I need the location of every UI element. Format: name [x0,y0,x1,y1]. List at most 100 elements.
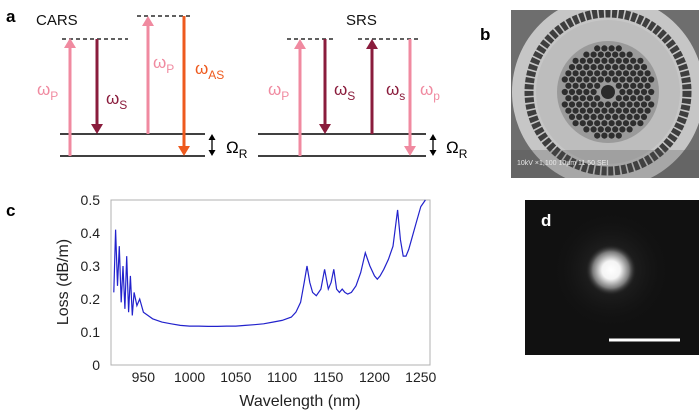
srs-stokes-arrowhead-1 [319,124,331,134]
cars-title: CARS [36,12,78,29]
y-tick-label: 0.3 [81,258,101,274]
lattice-hole [612,76,619,83]
srs-pump-arrowhead-2 [404,146,416,156]
sem-caption: 10kV ×1,100 10μm 11 50 SEI [517,160,608,167]
panel-b: b 10kV ×1,100 10μm 11 50 SEI [480,10,699,178]
lattice-hole [561,76,568,83]
fiber-outer-capillary-ring [524,10,692,176]
chart-ylabel: Loss (dB/m) [55,239,72,325]
lattice-hole [637,107,644,114]
lattice-hole [568,88,576,96]
lattice-hole [594,95,601,102]
panel-c: c 0 0.1 0.2 0.3 0.4 0.5 950 1000 1050 1100 1150 120… [6,192,437,410]
lattice-hole [630,95,637,102]
srs-omega-s1-label: ωS [334,80,355,103]
lattice-hole [608,70,615,77]
lattice-hole [612,113,619,120]
lattice-hole [594,82,601,89]
lattice-hole [586,82,594,89]
lattice-hole [568,113,576,120]
lattice-hole [626,64,633,71]
cars-omega-as-label: ωAS [195,59,224,82]
lattice-hole [622,107,630,114]
lattice-hole [608,132,615,139]
srs-omega-r-label: ΩR [446,138,468,161]
lattice-hole [576,113,583,120]
y-tick-label: 0 [92,357,100,373]
lattice-hole [568,76,576,83]
lattice-hole [590,113,597,120]
panel-a-label: a [6,7,16,26]
lattice-hole [594,70,601,77]
cars-omega-r-indicator [208,134,216,156]
x-tick-label: 950 [132,369,156,385]
lattice-hole [608,120,615,127]
lattice-hole [604,101,612,108]
lattice-hole [586,95,594,102]
lattice-hole [594,132,601,139]
cars-diagram: CARS ωP ωS ωP ωAS [36,12,248,161]
y-tick-label: 0.5 [81,192,101,208]
lattice-hole [590,88,597,96]
lattice-hole [630,57,637,64]
lattice-hole [583,126,590,133]
lattice-hole [626,126,633,133]
srs-omega-s2-label: ωs [386,80,405,103]
lattice-hole [640,113,648,120]
fiber-sem-image: 10kV ×1,100 10μm 11 50 SEI [511,10,699,178]
lattice-hole [568,64,576,71]
lattice-hole [622,120,630,127]
lattice-hole [604,113,612,120]
lattice-hole [622,95,630,102]
lattice-hole [601,107,608,114]
lattice-hole [586,120,594,127]
lattice-hole [597,126,604,133]
lattice-hole [637,120,644,127]
lattice-hole [579,70,586,77]
lattice-hole [644,82,651,89]
lattice-hole [626,113,633,120]
lattice-hole [608,107,615,114]
lattice-hole [637,95,644,102]
lattice-hole [637,82,644,89]
lattice-hole [586,70,594,77]
lattice-hole [583,101,590,108]
lattice-hole [644,95,651,102]
lattice-hole [626,51,633,58]
lattice-hole [597,64,604,71]
lattice-hole [640,88,648,96]
chart-plot-frame [110,199,431,366]
lattice-hole [633,101,640,108]
lattice-hole [640,76,648,83]
lattice-hole [637,70,644,77]
cars-pump-arrowhead-1 [64,38,76,48]
lattice-hole [583,113,590,120]
lattice-hole [615,132,622,139]
lattice-hole [601,132,608,139]
lattice-hole [619,101,626,108]
y-tick-label: 0.2 [81,291,101,307]
loss-curve [113,199,426,327]
lattice-hole [619,76,626,83]
lattice-hole [597,113,604,120]
lattice-hole [612,101,619,108]
lattice-hole [579,57,586,64]
y-tick-label: 0.1 [81,324,101,340]
lattice-hole [601,45,608,52]
lattice-hole [572,120,579,127]
x-tick-label: 1100 [267,369,297,385]
cars-pump-arrowhead-2 [142,16,154,26]
lattice-hole [604,76,612,83]
lattice-hole [619,51,626,58]
srs-omega-r-indicator [429,134,437,156]
x-tick-label: 1000 [174,369,205,385]
lattice-hole [561,88,568,96]
lattice-hole [630,82,637,89]
lattice-hole [565,70,572,77]
lattice-hole [619,64,626,71]
y-tick-label: 0.4 [81,225,101,241]
lattice-hole [644,70,651,77]
lattice-hole [630,70,637,77]
lattice-hole [590,64,597,71]
lattice-hole [594,107,601,114]
